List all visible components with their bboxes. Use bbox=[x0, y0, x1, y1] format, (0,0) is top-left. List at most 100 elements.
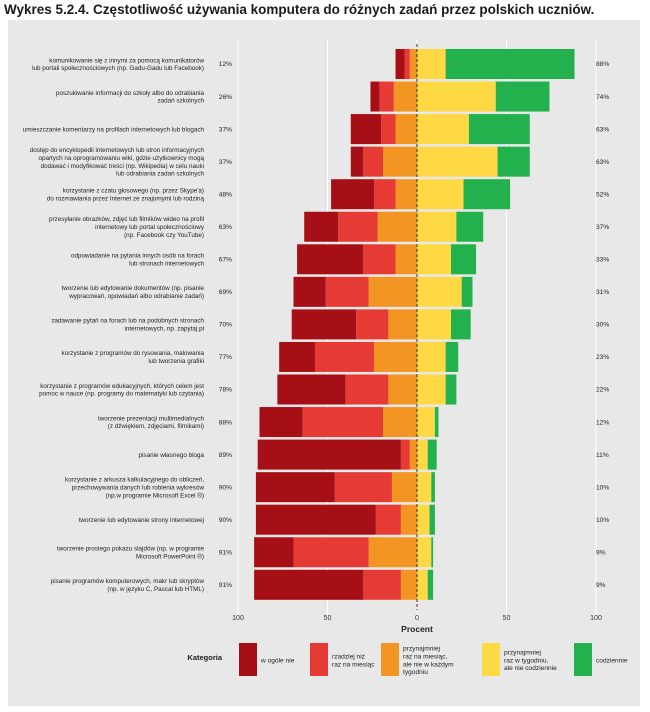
bar-0-series-1 bbox=[404, 49, 410, 79]
bar-6-series-1 bbox=[363, 244, 396, 275]
category-label-15: tworzenie prostego pokazu slajdów (np. w… bbox=[57, 546, 205, 561]
bar-4-series-3 bbox=[417, 179, 464, 210]
bar-2-series-3 bbox=[417, 114, 469, 145]
bar-13-series-2 bbox=[391, 472, 417, 503]
category-label-12: pisanie własnego bloga bbox=[139, 452, 205, 459]
bar-2-series-4 bbox=[468, 114, 530, 145]
bar-3-series-1 bbox=[363, 146, 383, 177]
legend-label-4: codziennie bbox=[596, 657, 628, 664]
category-label-5: przesyłanie obrazków, zdjęć lub filmików… bbox=[49, 216, 205, 239]
right-percentage-4: 52% bbox=[596, 191, 609, 198]
left-percentage-5: 63% bbox=[219, 224, 232, 231]
bar-4-series-2 bbox=[395, 179, 417, 210]
bar-0-series-2 bbox=[409, 49, 417, 79]
x-axis-label: Procent bbox=[401, 624, 433, 634]
bar-5-series-2 bbox=[377, 211, 417, 242]
bar-6-series-0 bbox=[297, 244, 364, 275]
bar-0-series-3 bbox=[417, 49, 446, 79]
legend-swatch-1 bbox=[310, 643, 328, 676]
bar-1-series-0 bbox=[370, 81, 380, 112]
bar-10-series-0 bbox=[277, 374, 346, 405]
bar-6-series-2 bbox=[395, 244, 417, 275]
bar-8-series-3 bbox=[417, 309, 452, 340]
bar-13-series-1 bbox=[334, 472, 392, 503]
left-percentage-0: 12% bbox=[219, 61, 232, 68]
x-tick-label-1: 50 bbox=[324, 615, 332, 622]
right-percentage-11: 12% bbox=[596, 419, 609, 426]
bar-16-series-4 bbox=[427, 569, 434, 600]
right-percentage-15: 9% bbox=[596, 549, 606, 556]
bar-1-series-2 bbox=[393, 81, 417, 112]
bar-8-series-0 bbox=[291, 309, 357, 340]
category-label-3: dostęp do encyklopedii internetowych lub… bbox=[30, 147, 205, 178]
x-tick-label-3: 50 bbox=[503, 615, 511, 622]
bar-14-series-2 bbox=[400, 504, 417, 535]
right-percentage-9: 23% bbox=[596, 354, 609, 361]
bar-15-series-3 bbox=[417, 537, 432, 568]
right-percentage-7: 31% bbox=[596, 289, 609, 296]
bar-1-series-1 bbox=[379, 81, 394, 112]
bar-0-series-4 bbox=[445, 49, 575, 79]
category-label-10: korzystanie z programów edukacyjnych, kt… bbox=[39, 383, 204, 398]
legend-label-3: przynajmniej raz w tygodniu, ale nie codzi… bbox=[504, 649, 557, 672]
legend-title: Kategoria bbox=[187, 653, 222, 662]
bar-7-series-1 bbox=[325, 276, 369, 307]
bar-12-series-1 bbox=[400, 439, 410, 470]
left-percentage-11: 88% bbox=[219, 419, 232, 426]
bar-13-series-3 bbox=[417, 472, 432, 503]
bar-6-series-3 bbox=[417, 244, 452, 275]
bar-14-series-1 bbox=[375, 504, 401, 535]
right-percentage-8: 30% bbox=[596, 322, 609, 329]
bar-4-series-4 bbox=[463, 179, 511, 210]
right-percentage-3: 63% bbox=[596, 159, 609, 166]
left-percentage-15: 91% bbox=[219, 549, 232, 556]
left-percentage-10: 78% bbox=[219, 387, 232, 394]
legend-label-0: w ogóle nie bbox=[260, 657, 295, 664]
bar-5-series-3 bbox=[417, 211, 457, 242]
bar-10-series-1 bbox=[345, 374, 389, 405]
right-percentage-16: 9% bbox=[596, 582, 606, 589]
bar-15-series-1 bbox=[293, 537, 369, 568]
left-percentage-6: 67% bbox=[219, 257, 232, 264]
category-label-11: tworzenie prezentacji multimedialnych (z … bbox=[98, 415, 205, 430]
x-tick-label-0: 100 bbox=[232, 615, 244, 622]
bar-3-series-4 bbox=[497, 146, 530, 177]
bar-7-series-4 bbox=[461, 276, 473, 307]
left-percentage-3: 37% bbox=[219, 159, 232, 166]
right-percentage-2: 63% bbox=[596, 126, 609, 133]
category-label-8: zadawanie pytań na forach lub na podobny… bbox=[51, 318, 204, 333]
left-percentage-7: 69% bbox=[219, 289, 232, 296]
category-label-2: umieszczanie komentarzy na profilach int… bbox=[23, 126, 205, 133]
left-percentage-16: 91% bbox=[219, 582, 232, 589]
category-label-6: odpowiadanie na pytania innych osób na f… bbox=[71, 253, 205, 268]
bar-6-series-4 bbox=[451, 244, 477, 275]
bar-0-series-0 bbox=[395, 49, 405, 79]
left-percentage-4: 48% bbox=[219, 191, 232, 198]
chart-title: Wykres 5.2.4. Częstotliwość używania kom… bbox=[4, 2, 595, 17]
bar-1-series-4 bbox=[495, 81, 550, 112]
bar-16-series-2 bbox=[400, 569, 417, 600]
x-tick-label-4: 100 bbox=[590, 615, 602, 622]
left-percentage-2: 37% bbox=[219, 126, 232, 133]
bar-7-series-3 bbox=[417, 276, 462, 307]
right-percentage-1: 74% bbox=[596, 94, 609, 101]
category-label-9: korzystanie z programów do rysowania, ma… bbox=[62, 350, 205, 365]
bar-3-series-0 bbox=[350, 146, 364, 177]
bar-12-series-2 bbox=[409, 439, 417, 470]
legend-label-1: rzadziej niż raz na miesiąc bbox=[332, 653, 375, 668]
bar-11-series-2 bbox=[382, 407, 417, 438]
bar-16-series-0 bbox=[254, 569, 364, 600]
chart-panel: komunikowanie się z innymi za pomocą kom… bbox=[8, 20, 640, 706]
bar-2-series-2 bbox=[395, 114, 417, 145]
left-percentage-13: 90% bbox=[219, 484, 232, 491]
right-percentage-12: 11% bbox=[596, 452, 609, 459]
left-percentage-14: 90% bbox=[219, 517, 232, 524]
bar-12-series-4 bbox=[427, 439, 437, 470]
bar-9-series-4 bbox=[445, 341, 459, 372]
left-percentage-1: 26% bbox=[219, 94, 232, 101]
legend-swatch-4 bbox=[574, 643, 592, 676]
left-percentage-8: 70% bbox=[219, 322, 232, 329]
category-label-0: komunikowanie się z innymi za pomocą kom… bbox=[32, 57, 204, 72]
bar-7-series-2 bbox=[368, 276, 417, 307]
bar-16-series-1 bbox=[363, 569, 401, 600]
